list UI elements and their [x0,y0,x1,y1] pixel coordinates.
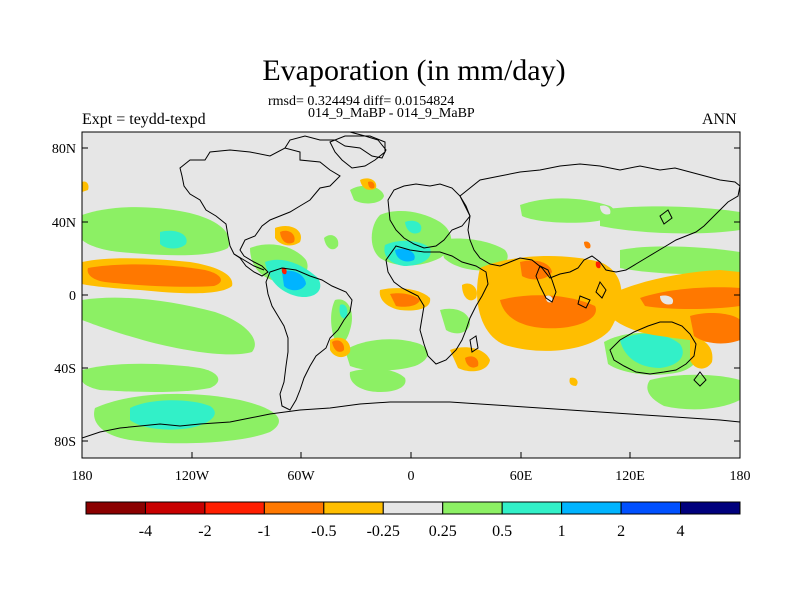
colorbar-swatch [442,501,503,515]
colorbar-label: 4 [677,523,685,540]
lat-tick-label: 0 [69,289,76,304]
lon-tick-label: 0 [408,469,415,484]
colorbar-label: 0.25 [429,523,457,540]
colorbar-swatch [501,501,563,515]
lat-tick-label: 80N [52,142,76,157]
experiment-label: Expt = teydd-texpd [82,111,206,128]
colorbar: -4 -2 -1 -0.5 -0.25 0.25 0.5 1 2 4 [85,501,741,540]
season-label: ANN [702,111,737,128]
colorbar-swatch [620,501,682,515]
lon-tick-label: 60W [287,469,315,484]
stats-line: rmsd= 0.324494 diff= 0.0154824 [268,94,455,109]
colorbar-swatch [382,501,444,515]
lat-tick-label: 80S [54,435,76,450]
case-line: 014_9_MaBP - 014_9_MaBP [308,106,475,121]
colorbar-swatch [561,501,622,515]
colorbar-label: -2 [198,523,211,540]
lat-tick-label: 40S [54,362,76,377]
colorbar-swatch [263,501,325,515]
lon-tick-label: 120W [175,469,210,484]
colorbar-swatch [680,501,741,515]
colorbar-swatch [323,501,384,515]
lon-tick-label: 180 [72,469,93,484]
lon-tick-label: 60E [510,469,533,484]
colorbar-label: -1 [258,523,271,540]
colorbar-swatch [144,501,206,515]
colorbar-swatch [204,501,265,515]
colorbar-label: 0.5 [492,523,512,540]
colorbar-label: 2 [617,523,625,540]
colorbar-label: -4 [139,523,152,540]
lon-tick-label: 120E [615,469,645,484]
colorbar-label: -0.25 [367,523,400,540]
colorbar-label: -0.5 [311,523,336,540]
plot-title: Evaporation (in mm/day) [262,54,566,87]
contour-field [82,132,740,444]
lat-tick-label: 40N [52,216,76,231]
colorbar-label: 1 [558,523,566,540]
lon-tick-label: 180 [730,469,751,484]
colorbar-swatch [85,501,146,515]
